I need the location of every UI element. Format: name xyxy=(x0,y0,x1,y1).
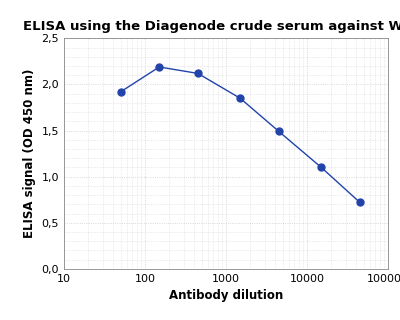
Title: ELISA using the Diagenode crude serum against Wdr5: ELISA using the Diagenode crude serum ag… xyxy=(23,20,400,33)
X-axis label: Antibody dilution: Antibody dilution xyxy=(169,289,283,302)
Y-axis label: ELISA signal (OD 450 nm): ELISA signal (OD 450 nm) xyxy=(23,69,36,238)
